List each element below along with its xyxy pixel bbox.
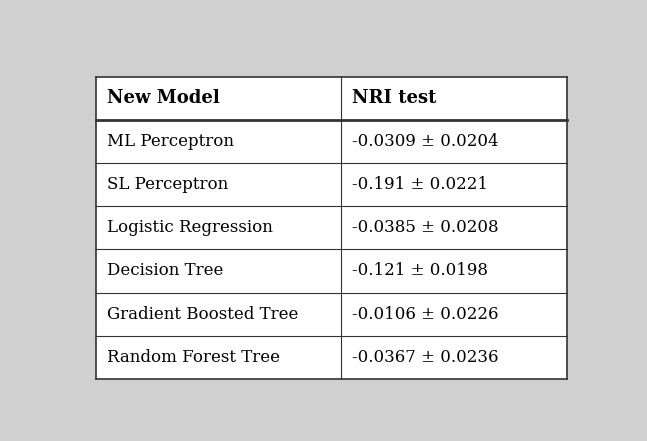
Text: -0.191 ± 0.0221: -0.191 ± 0.0221 <box>352 176 488 193</box>
Bar <box>96 77 567 379</box>
Text: New Model: New Model <box>107 89 220 107</box>
Text: SL Perceptron: SL Perceptron <box>107 176 228 193</box>
Text: -0.0106 ± 0.0226: -0.0106 ± 0.0226 <box>352 306 499 323</box>
Text: ML Perceptron: ML Perceptron <box>107 133 234 150</box>
Text: -0.121 ± 0.0198: -0.121 ± 0.0198 <box>352 262 488 280</box>
Text: -0.0309 ± 0.0204: -0.0309 ± 0.0204 <box>352 133 499 150</box>
Text: Gradient Boosted Tree: Gradient Boosted Tree <box>107 306 298 323</box>
Text: -0.0385 ± 0.0208: -0.0385 ± 0.0208 <box>352 219 499 236</box>
Text: -0.0367 ± 0.0236: -0.0367 ± 0.0236 <box>352 349 499 366</box>
Text: NRI test: NRI test <box>352 89 437 107</box>
Text: Random Forest Tree: Random Forest Tree <box>107 349 280 366</box>
Text: Decision Tree: Decision Tree <box>107 262 223 280</box>
Text: Logistic Regression: Logistic Regression <box>107 219 273 236</box>
